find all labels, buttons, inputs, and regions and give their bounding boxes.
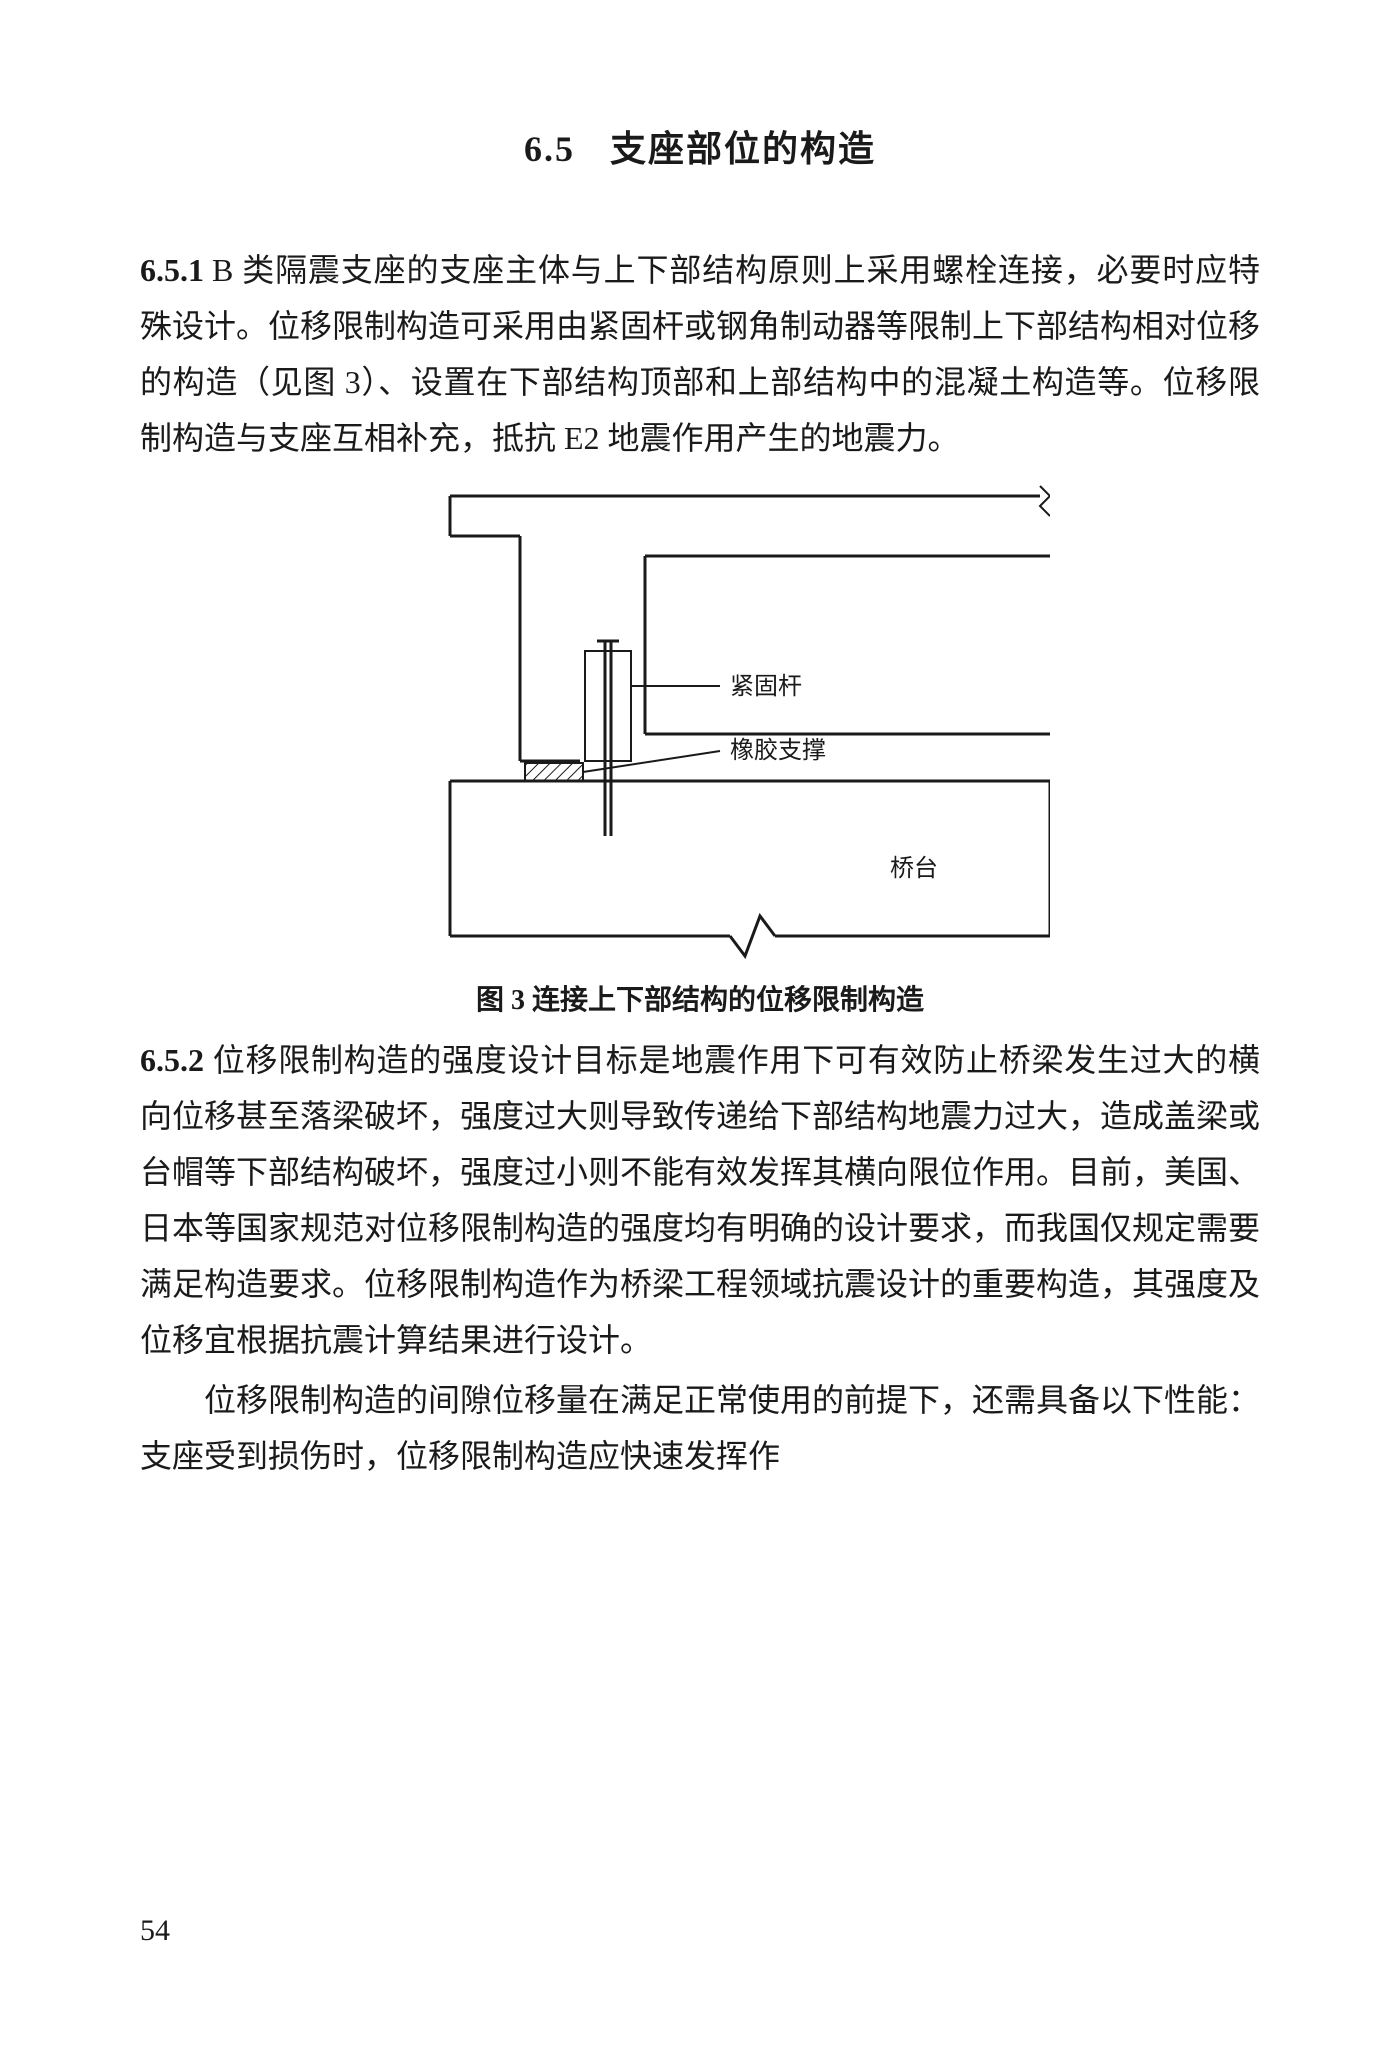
- figure-3: 紧固杆 橡胶支撑 桥台 图 3 连接上下部结构的位移限制构造: [140, 476, 1260, 1026]
- label-rubber: 橡胶支撑: [730, 737, 826, 764]
- figure-caption: 图 3 连接上下部结构的位移限制构造: [476, 978, 924, 1018]
- trailing-text: 位移限制构造的间隙位移量在满足正常使用的前提下，还需具备以下性能：支座受到损伤时…: [140, 1382, 1260, 1474]
- clause-6-5-1: 6.5.1B 类隔震支座的支座主体与上下部结构原则上采用螺栓连接，必要时应特殊设…: [140, 242, 1260, 466]
- label-rod: 紧固杆: [730, 673, 802, 700]
- section-number: 6.5: [524, 129, 575, 169]
- section-title-text: 支座部位的构造: [610, 129, 876, 169]
- page-number: 54: [140, 1914, 170, 1948]
- clause-number: 6.5.2: [140, 1042, 204, 1078]
- label-abutment: 桥台: [890, 855, 938, 882]
- clause-6-5-2: 6.5.2位移限制构造的强度设计目标是地震作用下可有效防止桥梁发生过大的横向位移…: [140, 1032, 1260, 1368]
- clause-text: 位移限制构造的强度设计目标是地震作用下可有效防止桥梁发生过大的横向位移甚至落梁破…: [140, 1042, 1260, 1358]
- clause-number: 6.5.1: [140, 252, 204, 288]
- trailing-paragraph: 位移限制构造的间隙位移量在满足正常使用的前提下，还需具备以下性能：支座受到损伤时…: [140, 1372, 1260, 1484]
- figure-3-diagram: 紧固杆 橡胶支撑 桥台: [350, 476, 1050, 966]
- section-heading: 6.5 支座部位的构造: [140, 120, 1260, 172]
- clause-text: B 类隔震支座的支座主体与上下部结构原则上采用螺栓连接，必要时应特殊设计。位移限…: [140, 252, 1260, 456]
